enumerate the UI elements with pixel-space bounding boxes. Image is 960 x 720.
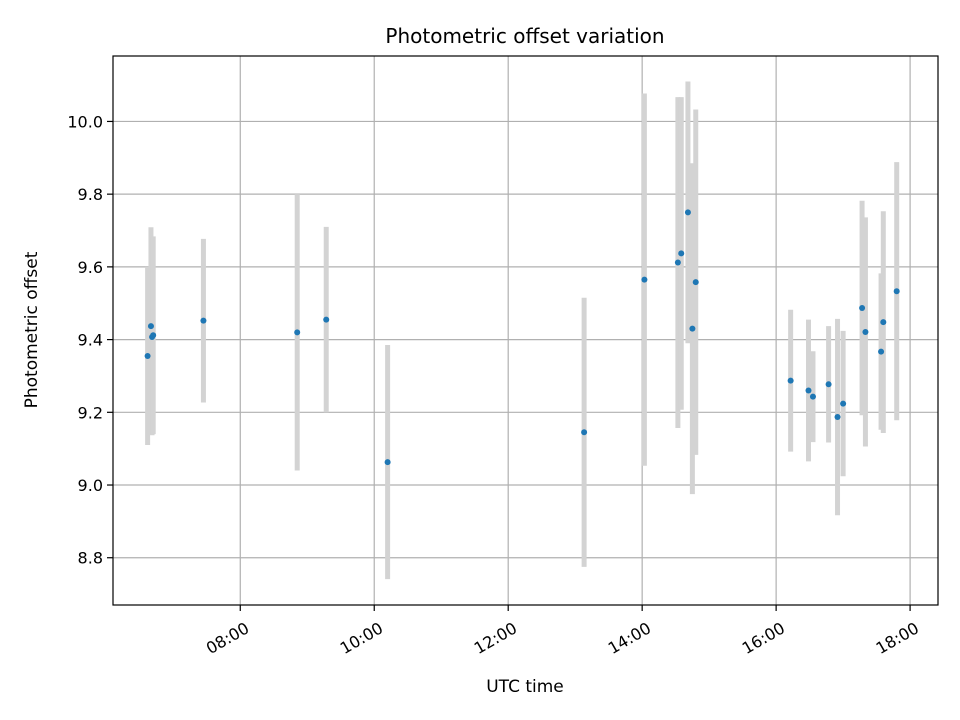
data-point [147,323,154,330]
data-point [678,250,685,257]
data-point [859,304,866,311]
y-axis-label: Photometric offset [22,251,42,408]
y-tick-label: 8.8 [78,549,103,568]
data-point [200,317,207,324]
data-point [880,319,887,326]
data-point [805,387,812,394]
data-point [323,316,330,323]
data-point [684,209,691,216]
data-point [150,332,157,339]
y-tick-label: 9.2 [78,403,103,422]
data-point [641,276,648,283]
data-point [384,459,391,466]
y-tick-label: 9.6 [78,258,103,277]
y-tick-label: 10.0 [67,112,103,131]
data-point [893,288,900,295]
data-point [787,377,794,384]
data-point [144,352,151,359]
y-tick-label: 9.0 [78,476,103,495]
plot-frame [112,55,939,606]
data-point [581,429,588,436]
y-tick-label: 9.4 [78,331,103,350]
data-point [834,414,841,421]
x-axis-label: UTC time [486,677,564,697]
y-tick-label: 9.8 [78,185,103,204]
chart-title: Photometric offset variation [385,24,664,48]
data-point [878,348,885,355]
data-point [825,381,832,388]
y-axis-ticks: 8.8 9.0 9.2 9.4 9.6 9.8 10.0 [67,112,113,568]
grid [113,56,938,605]
data-point [689,325,696,332]
data-point [674,259,681,266]
data-point [294,329,301,336]
data-points [144,209,900,466]
data-point [862,328,869,335]
data-point [692,279,699,286]
data-point [840,400,847,407]
data-point [809,393,816,400]
